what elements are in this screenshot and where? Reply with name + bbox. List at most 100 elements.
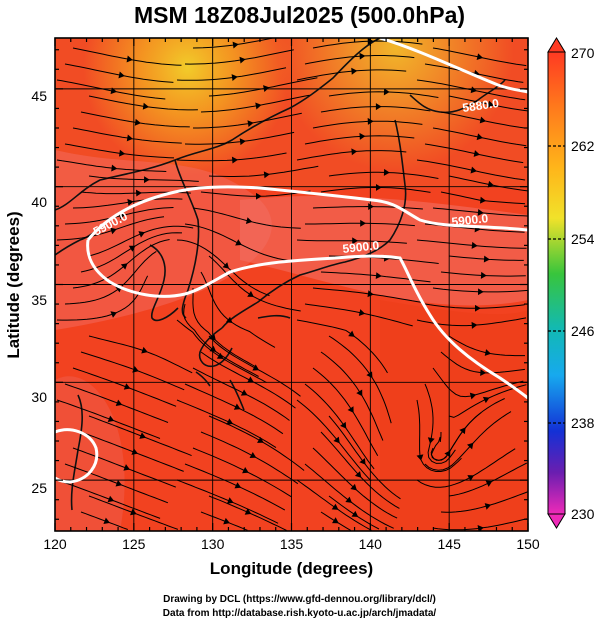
streamline-arrowhead	[487, 180, 494, 188]
streamline	[64, 250, 157, 305]
streamline-arrowhead	[247, 376, 254, 383]
streamline-arrowhead	[216, 352, 224, 359]
streamline	[304, 135, 415, 145]
streamline-arrowhead	[115, 399, 123, 407]
streamline-arrowhead	[351, 510, 359, 517]
streamline-arrowhead	[348, 330, 355, 337]
contour-5900-south	[86, 239, 528, 400]
streamline	[192, 207, 301, 229]
streamline	[184, 223, 289, 261]
streamline-arrowhead	[427, 437, 435, 444]
y-tick-label: 40	[31, 194, 47, 210]
streamline-arrowhead	[345, 496, 352, 503]
streamline-arrowhead	[347, 406, 354, 413]
streamline	[328, 335, 392, 424]
streamline	[192, 38, 273, 49]
streamline-arrowhead	[482, 396, 490, 404]
streamline	[56, 479, 161, 519]
streamline-arrowhead	[138, 231, 145, 238]
streamline-arrowhead	[479, 116, 487, 124]
streamline-arrowhead	[487, 100, 495, 108]
streamline	[72, 127, 182, 144]
streamline	[424, 143, 524, 164]
colorbar-bottom-arrow	[547, 513, 566, 529]
y-tick-label: 35	[31, 292, 47, 308]
streamline-arrowhead	[143, 176, 150, 184]
streamline-arrowhead	[467, 475, 475, 482]
streamline	[176, 479, 279, 524]
streamline-arrowhead	[134, 118, 141, 126]
colorbar-tick-label: 270	[571, 45, 595, 61]
streamline	[80, 431, 184, 472]
streamline-arrowhead	[459, 427, 466, 435]
streamline	[88, 415, 192, 457]
streamline	[56, 216, 165, 241]
streamline	[312, 40, 423, 49]
streamline	[416, 399, 462, 472]
streamline-arrowhead	[110, 227, 117, 235]
streamline-arrowhead	[127, 198, 134, 206]
contour-5880	[379, 38, 528, 94]
streamline	[72, 198, 183, 209]
streamline	[80, 111, 190, 128]
streamline-arrowhead	[480, 196, 487, 204]
streamline-arrowhead	[470, 86, 477, 94]
streamline	[416, 448, 516, 488]
streamline-arrowhead	[118, 71, 125, 79]
streamline-arrowhead	[485, 480, 493, 487]
streamline-arrowhead	[231, 74, 238, 81]
streamline-arrowhead	[135, 189, 142, 197]
streamline	[200, 190, 311, 197]
streamline-arrowhead	[123, 383, 131, 390]
coast-ryukyu-2	[195, 371, 211, 387]
streamline	[72, 447, 176, 488]
streamline	[176, 319, 267, 384]
streamline	[72, 367, 177, 407]
streamline	[208, 77, 318, 97]
streamline	[304, 55, 415, 65]
streamline-arrowhead	[120, 263, 128, 270]
streamline	[208, 165, 319, 177]
colorbar-tick-label: 230	[571, 506, 595, 522]
streamline-arrowhead	[126, 134, 133, 142]
streamline	[88, 335, 193, 374]
streamline	[88, 225, 194, 257]
colorbar-tick-label: 238	[571, 415, 595, 431]
contour-5900-southwest	[55, 428, 99, 484]
streamline-arrowhead	[223, 517, 230, 525]
streamline-arrowhead	[131, 448, 139, 455]
streamline-arrowhead	[115, 479, 123, 487]
y-axis-title: Latitude (degrees)	[4, 211, 23, 358]
streamline	[312, 447, 398, 519]
streamline-arrowhead	[352, 237, 358, 245]
streamline	[424, 303, 525, 309]
streamline-arrowhead	[240, 389, 248, 396]
streamline	[176, 239, 270, 297]
streamline	[296, 319, 388, 374]
streamline-arrowhead	[139, 432, 147, 439]
streamline-arrowhead	[484, 349, 492, 356]
streamline	[312, 205, 423, 210]
contour-label: 5900.0	[451, 211, 489, 229]
streamline-arrowhead	[356, 389, 363, 397]
streamline	[296, 239, 407, 244]
streamline-arrowhead	[368, 203, 374, 210]
credit-data-source: Data from http://database.rish.kyoto-u.a…	[162, 608, 437, 619]
streamline-arrowhead	[126, 55, 133, 63]
coast-shikoku	[257, 314, 291, 319]
streamline	[448, 175, 528, 192]
streamline-arrowhead	[480, 271, 487, 279]
streamline-arrowhead	[359, 52, 366, 60]
streamline	[320, 351, 384, 441]
streamline	[296, 150, 407, 161]
streamline	[208, 255, 301, 312]
x-axis-title: Longitude (degrees)	[210, 559, 373, 578]
streamline	[296, 69, 407, 81]
streamline	[64, 143, 175, 159]
streamline-arrowhead	[471, 321, 478, 329]
streamline	[430, 398, 505, 461]
streamline	[56, 399, 161, 439]
x-tick-label: 130	[201, 536, 225, 552]
streamline	[424, 383, 456, 464]
streamline-arrowhead	[477, 288, 484, 296]
